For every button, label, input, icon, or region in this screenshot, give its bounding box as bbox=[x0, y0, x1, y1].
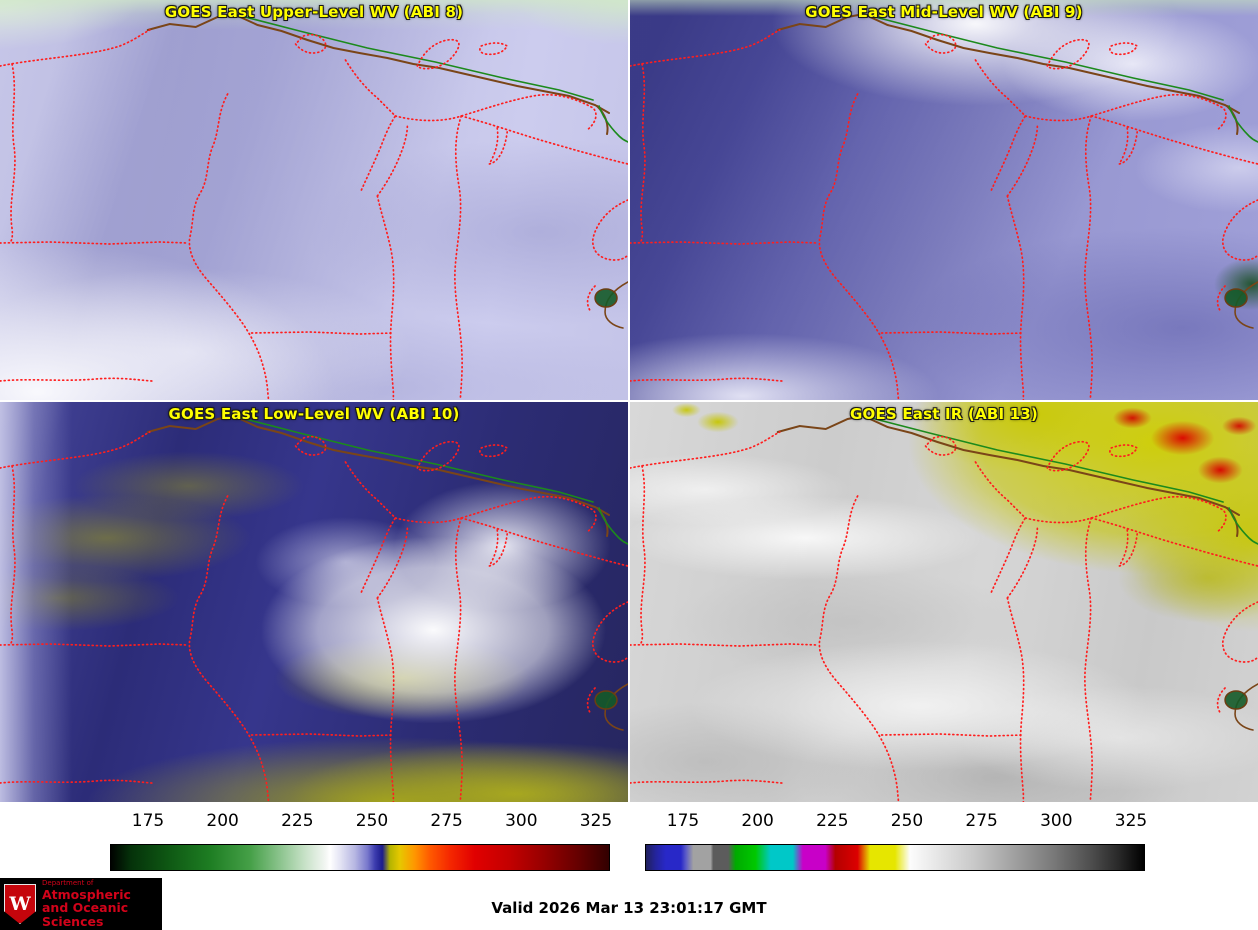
panel-upper-level-wv: GOES East Upper-Level WV (ABI 8) bbox=[0, 0, 628, 400]
panel-low-level-wv: GOES East Low-Level WV (ABI 10) bbox=[0, 402, 628, 802]
mid-level-wv-imagery bbox=[630, 0, 1258, 400]
wv-colorbar-ticks: 175 200 225 250 275 300 325 bbox=[110, 811, 613, 835]
ir-colorbar-ticks: 175 200 225 250 275 300 325 bbox=[645, 811, 1148, 835]
low-level-wv-imagery bbox=[0, 402, 628, 802]
ir-colorbar bbox=[645, 844, 1145, 871]
ir-imagery bbox=[630, 402, 1258, 802]
tick-label: 300 bbox=[1040, 811, 1073, 831]
upper-level-wv-imagery bbox=[0, 0, 628, 400]
logo-line-oceanic: and Oceanic Sciences bbox=[42, 900, 129, 929]
panel-mid-level-wv: GOES East Mid-Level WV (ABI 9) bbox=[630, 0, 1258, 400]
uw-aos-logo: W Department of Atmospheric and Oceanic … bbox=[0, 878, 162, 930]
tick-label: 250 bbox=[355, 811, 389, 831]
tick-label: 250 bbox=[890, 811, 924, 831]
tick-label: 200 bbox=[206, 811, 239, 831]
panel-title-low-wv: GOES East Low-Level WV (ABI 10) bbox=[168, 405, 460, 423]
tick-label: 225 bbox=[816, 811, 849, 831]
tick-label: 325 bbox=[1114, 811, 1148, 831]
panel-ir: GOES East IR (ABI 13) bbox=[630, 402, 1258, 802]
logo-department-of: Department of bbox=[42, 878, 94, 887]
tick-label: 200 bbox=[741, 811, 774, 831]
valid-timestamp: Valid 2026 Mar 13 23:01:17 GMT bbox=[491, 899, 767, 917]
tick-label: 275 bbox=[430, 811, 463, 831]
tick-label: 300 bbox=[505, 811, 538, 831]
ir-colorbar-group: 175 200 225 250 275 300 325 bbox=[645, 811, 1148, 871]
wv-colorbar bbox=[110, 844, 610, 871]
wv-colorbar-group: 175 200 225 250 275 300 325 bbox=[110, 811, 613, 871]
tick-label: 225 bbox=[281, 811, 314, 831]
logo-line-atmospheric: Atmospheric bbox=[42, 886, 131, 902]
panel-title-mid-wv: GOES East Mid-Level WV (ABI 9) bbox=[805, 3, 1083, 21]
panel-title-upper-wv: GOES East Upper-Level WV (ABI 8) bbox=[164, 3, 464, 21]
tick-label: 275 bbox=[965, 811, 998, 831]
tick-label: 175 bbox=[131, 811, 165, 831]
tick-label: 325 bbox=[579, 811, 613, 831]
tick-label: 175 bbox=[666, 811, 700, 831]
panel-title-ir: GOES East IR (ABI 13) bbox=[849, 405, 1038, 423]
logo-text: Department of Atmospheric and Oceanic Sc… bbox=[42, 878, 158, 929]
